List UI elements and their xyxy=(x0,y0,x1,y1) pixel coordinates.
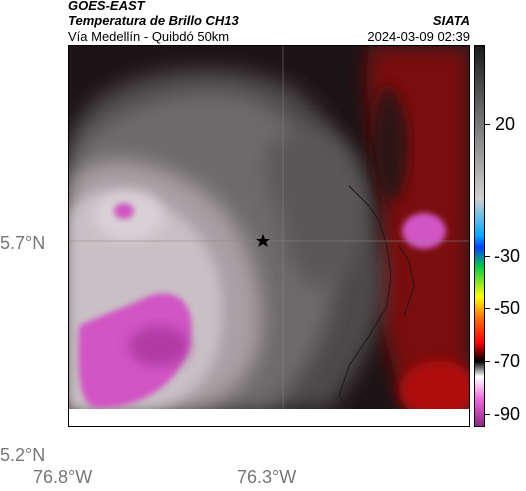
colorbar-tick-mark xyxy=(485,124,490,126)
colorbar-tick-label: -30 xyxy=(494,245,521,266)
colorbar xyxy=(474,45,485,427)
cold-core-southwest xyxy=(129,326,189,366)
region-label: Vía Medellín - Quibdó 50km xyxy=(68,29,230,44)
cold-top-east xyxy=(402,213,446,249)
brightness-temperature-field xyxy=(69,46,469,426)
colorbar-tick-label: -90 xyxy=(494,403,521,424)
colorbar-tick-label: -50 xyxy=(494,298,521,319)
colorbar-tick-mark xyxy=(485,255,490,257)
agency-label: SIATA xyxy=(432,13,470,28)
cloud-mid-center xyxy=(266,128,368,288)
cold-top-north xyxy=(114,203,134,219)
map-bottom-strip xyxy=(69,409,469,426)
satellite-name: GOES-EAST xyxy=(68,0,145,13)
colorbar-tick-mark xyxy=(485,413,490,415)
warm-spot-southeast xyxy=(399,361,469,421)
lat-label-5.7: 5.7°N xyxy=(0,233,46,253)
timestamp-label: 2024-03-09 02:39 xyxy=(367,29,470,44)
colorbar-tick-label: -70 xyxy=(494,351,521,372)
location-star-icon xyxy=(256,234,270,247)
product-title: Temperatura de Brillo CH13 xyxy=(68,13,239,28)
department-border-east xyxy=(398,245,415,317)
satellite-map xyxy=(68,45,470,427)
colorbar-tick-mark xyxy=(485,361,490,363)
colorbar-tick-label: 20 xyxy=(495,114,516,135)
lon-label-76.3: 76.3°W xyxy=(237,467,297,487)
colorbar-tick-mark xyxy=(485,308,490,310)
lon-label-76.8: 76.8°W xyxy=(33,467,93,487)
lat-label-5.2: 5.2°N xyxy=(0,445,46,465)
dark-pocket-northeast xyxy=(373,86,408,201)
department-border xyxy=(338,185,392,410)
